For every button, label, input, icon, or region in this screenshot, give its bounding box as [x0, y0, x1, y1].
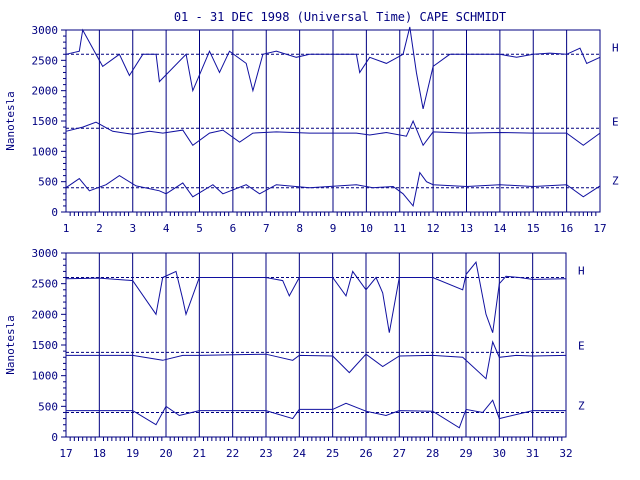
panels: 1 2 3 4 5 6 7 8 9 10 11 12 13 14 15 16 17050010001500200…	[4, 24, 619, 460]
y-tick-label: 1000	[32, 145, 59, 158]
x-tick-label: 17	[593, 222, 606, 235]
x-tick-label: 5	[196, 222, 203, 235]
y-tick-label: 3000	[32, 24, 59, 37]
x-tick-label: 23	[259, 447, 272, 460]
x-tick-label: 30	[493, 447, 506, 460]
y-tick-label: 1500	[32, 339, 59, 352]
y-tick-label: 2500	[32, 278, 59, 291]
component-label-z: Z	[578, 399, 585, 412]
x-tick-label: 11	[393, 222, 406, 235]
component-label-h: H	[612, 41, 619, 54]
x-tick-label: 25	[326, 447, 339, 460]
component-label-e: E	[578, 339, 585, 352]
x-tick-label: 13	[460, 222, 473, 235]
y-tick-label: 2500	[32, 54, 59, 67]
x-tick-label: 8	[296, 222, 303, 235]
trace-e	[65, 119, 601, 147]
x-tick-label: 32	[559, 447, 572, 460]
x-tick-label: 7	[263, 222, 270, 235]
trace-h	[65, 26, 601, 110]
y-tick-label: 1500	[32, 115, 59, 128]
x-tick-label: 12	[427, 222, 440, 235]
x-tick-label: 24	[293, 447, 307, 460]
x-tick-label: 2	[96, 222, 103, 235]
y-tick-label: 2000	[32, 85, 59, 98]
x-tick-label: 18	[93, 447, 106, 460]
x-tick-label: 31	[526, 447, 539, 460]
x-tick-label: 4	[163, 222, 170, 235]
y-tick-label: 2000	[32, 308, 59, 321]
y-tick-label: 500	[38, 176, 58, 189]
y-tick-label: 0	[51, 431, 58, 444]
y-tick-label: 3000	[32, 247, 59, 260]
x-tick-label: 27	[393, 447, 406, 460]
x-tick-label: 3	[129, 222, 136, 235]
x-tick-label: 20	[159, 447, 172, 460]
trace-z	[65, 171, 601, 208]
component-label-e: E	[612, 115, 619, 128]
trace-h	[65, 261, 567, 333]
y-axis-label: Nanotesla	[4, 91, 17, 151]
panel-1: 1 2 3 4 5 6 7 8 9 10 11 12 13 14 15 16 17050010001500200…	[4, 24, 619, 235]
x-tick-label: 19	[126, 447, 139, 460]
y-tick-label: 1000	[32, 370, 59, 383]
x-tick-label: 10	[360, 222, 373, 235]
x-tick-label: 29	[459, 447, 472, 460]
trace-e	[66, 340, 567, 380]
y-tick-label: 0	[51, 206, 58, 219]
x-tick-label: 17	[59, 447, 72, 460]
panel-2: 17 18 19 20 21 22 23 24 25 26 27 28 29 30 31 32 0 500 1000…	[4, 247, 585, 460]
x-tick-label: 9	[330, 222, 337, 235]
x-tick-label: 14	[493, 222, 507, 235]
x-tick-label: 6	[230, 222, 237, 235]
x-tick-label: 26	[359, 447, 372, 460]
x-tick-label: 21	[193, 447, 206, 460]
y-tick-label: 500	[38, 400, 58, 413]
component-label-h: H	[578, 265, 585, 278]
x-tick-label: 16	[560, 222, 573, 235]
chart-title: 01 - 31 DEC 1998 (Universal Time) CAPE S…	[174, 10, 506, 24]
x-tick-label: 22	[226, 447, 239, 460]
x-tick-label: 28	[426, 447, 439, 460]
x-tick-label: 15	[527, 222, 540, 235]
trace-z	[66, 399, 566, 429]
x-tick-label: 1	[63, 222, 70, 235]
component-label-z: Z	[612, 175, 619, 188]
y-axis-label: Nanotesla	[4, 315, 17, 375]
